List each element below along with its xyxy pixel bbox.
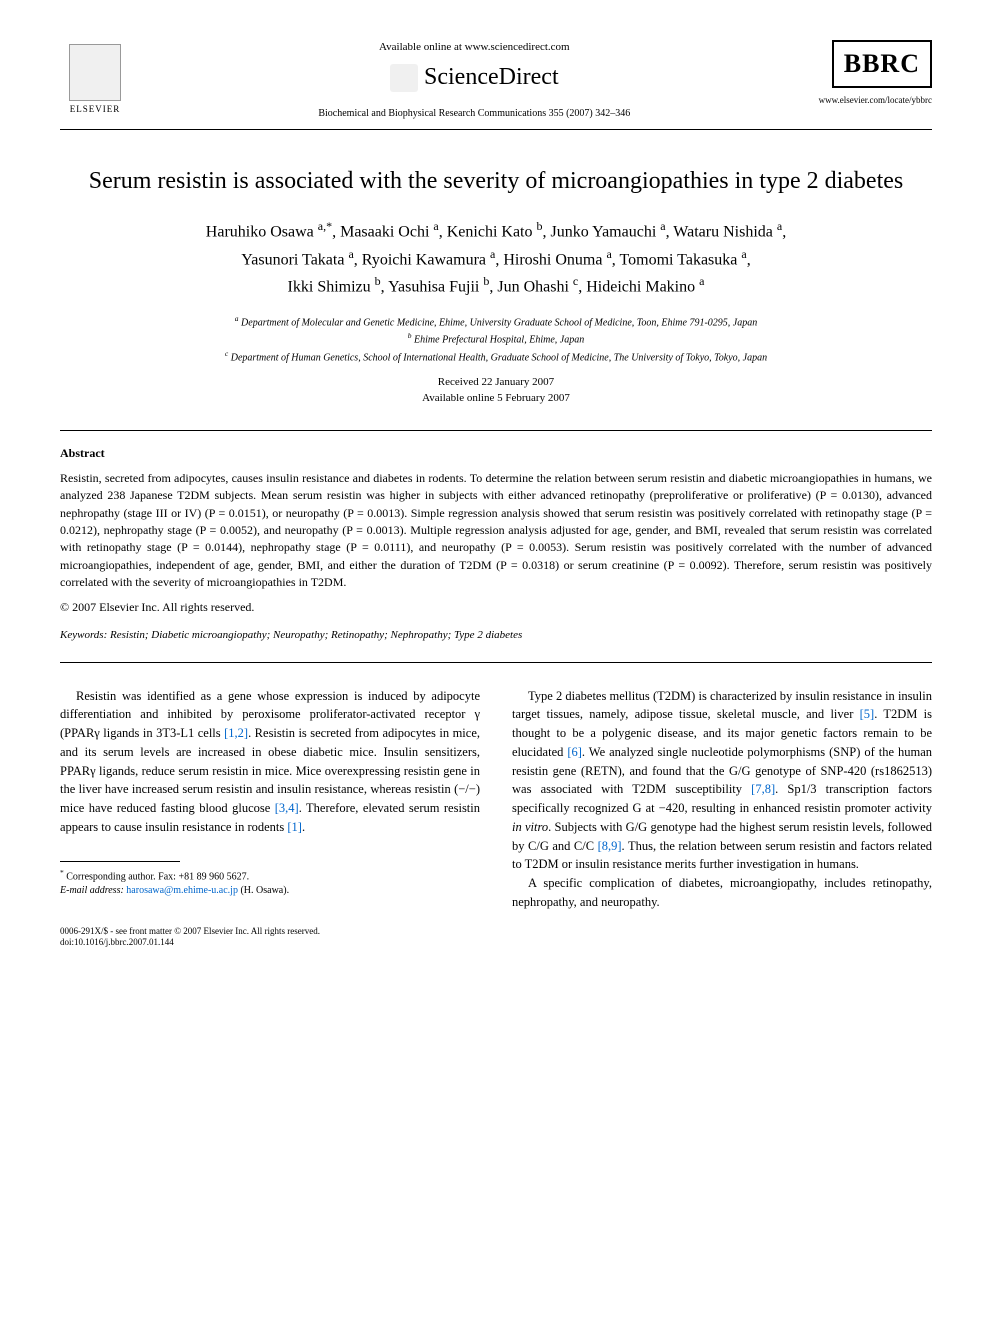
article-title: Serum resistin is associated with the se… xyxy=(60,166,932,197)
sciencedirect-text: ScienceDirect xyxy=(424,61,559,95)
keywords-list: Resistin; Diabetic microangiopathy; Neur… xyxy=(110,629,522,641)
email-line: E-mail address: harosawa@m.ehime-u.ac.jp… xyxy=(60,884,480,898)
header-rule xyxy=(60,129,932,130)
email-link[interactable]: harosawa@m.ehime-u.ac.jp xyxy=(126,885,238,896)
abstract-copyright: © 2007 Elsevier Inc. All rights reserved… xyxy=(60,599,932,616)
corresponding-author: * Corresponding author. Fax: +81 89 960 … xyxy=(60,868,480,884)
affiliation-a: a Department of Molecular and Genetic Me… xyxy=(60,313,932,330)
journal-reference: Biochemical and Biophysical Research Com… xyxy=(150,107,799,121)
keywords-label: Keywords: xyxy=(60,629,107,641)
bbrc-logo: BBRC xyxy=(832,40,932,88)
ref-link[interactable]: [7,8] xyxy=(751,782,775,796)
abstract-heading: Abstract xyxy=(60,445,932,462)
elsevier-logo: ELSEVIER xyxy=(60,40,130,120)
affiliation-c: c Department of Human Genetics, School o… xyxy=(60,348,932,365)
elsevier-tree-icon xyxy=(69,44,121,101)
ref-link[interactable]: [5] xyxy=(860,707,875,721)
affiliations: a Department of Molecular and Genetic Me… xyxy=(60,313,932,365)
keywords-line: Keywords: Resistin; Diabetic microangiop… xyxy=(60,628,932,643)
ref-link[interactable]: [1] xyxy=(287,820,302,834)
abstract-body: Resistin, secreted from adipocytes, caus… xyxy=(60,470,932,592)
elsevier-label: ELSEVIER xyxy=(70,103,121,116)
bbrc-box: BBRC www.elsevier.com/locate/ybbrc xyxy=(819,40,932,107)
journal-url: www.elsevier.com/locate/ybbrc xyxy=(819,94,932,107)
left-column: Resistin was identified as a gene whose … xyxy=(60,687,480,912)
right-column: Type 2 diabetes mellitus (T2DM) is chara… xyxy=(512,687,932,912)
intro-paragraph-1: Resistin was identified as a gene whose … xyxy=(60,687,480,837)
intro-paragraph-2: Type 2 diabetes mellitus (T2DM) is chara… xyxy=(512,687,932,875)
page-header: ELSEVIER Available online at www.science… xyxy=(60,40,932,121)
affiliation-b: b Ehime Prefectural Hospital, Ehime, Jap… xyxy=(60,330,932,347)
footer-issn-line: 0006-291X/$ - see front matter © 2007 El… xyxy=(60,926,932,938)
abstract-top-rule xyxy=(60,430,932,431)
ref-link[interactable]: [8,9] xyxy=(598,839,622,853)
footnote-separator xyxy=(60,861,180,862)
ref-link[interactable]: [1,2] xyxy=(224,726,248,740)
date-online: Available online 5 February 2007 xyxy=(60,391,932,406)
author-list: Haruhiko Osawa a,*, Masaaki Ochi a, Keni… xyxy=(60,217,932,299)
sciencedirect-icon xyxy=(390,64,418,92)
keywords-rule xyxy=(60,662,932,663)
footer-meta: 0006-291X/$ - see front matter © 2007 El… xyxy=(60,926,932,949)
email-label: E-mail address: xyxy=(60,885,124,896)
available-online-text: Available online at www.sciencedirect.co… xyxy=(150,40,799,55)
footnotes: * Corresponding author. Fax: +81 89 960 … xyxy=(60,868,480,898)
email-attribution: (H. Osawa). xyxy=(240,885,289,896)
intro-paragraph-3: A specific complication of diabetes, mic… xyxy=(512,874,932,912)
footer-doi-line: doi:10.1016/j.bbrc.2007.01.144 xyxy=(60,937,932,949)
sciencedirect-logo: ScienceDirect xyxy=(150,61,799,95)
article-dates: Received 22 January 2007 Available onlin… xyxy=(60,375,932,406)
ref-link[interactable]: [6] xyxy=(567,745,582,759)
header-center: Available online at www.sciencedirect.co… xyxy=(130,40,819,121)
body-columns: Resistin was identified as a gene whose … xyxy=(60,687,932,912)
date-received: Received 22 January 2007 xyxy=(60,375,932,390)
ref-link[interactable]: [3,4] xyxy=(275,801,299,815)
